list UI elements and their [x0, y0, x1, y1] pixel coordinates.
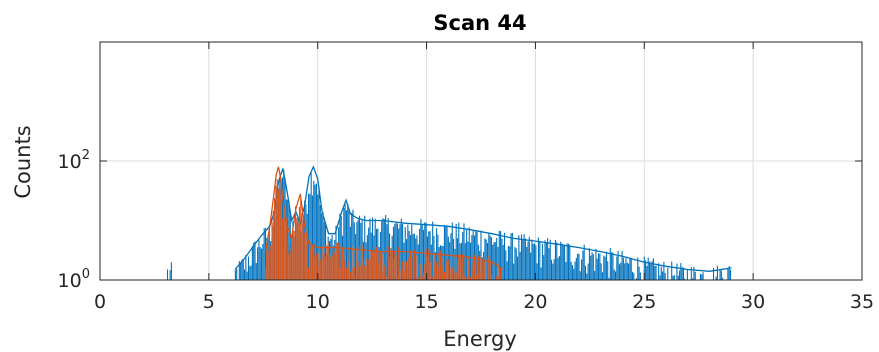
x-tick-label: 15	[414, 291, 438, 313]
x-tick-label: 25	[632, 291, 656, 313]
x-tick-label: 20	[523, 291, 547, 313]
series-2-envelope	[264, 166, 504, 271]
y-axis-label: Counts	[11, 125, 35, 198]
chart-title: Scan 44	[433, 11, 526, 35]
series-2	[264, 166, 504, 280]
y-tick-label: 102	[58, 148, 90, 173]
x-axis-label: Energy	[443, 327, 517, 351]
y-tick-labels: 100 102	[58, 148, 90, 292]
x-tick-label: 5	[203, 291, 215, 313]
x-tick-label: 10	[306, 291, 330, 313]
series-1-envelope	[234, 165, 732, 272]
y-tick-label: 100	[58, 267, 90, 292]
grid	[100, 42, 862, 280]
x-tick-label: 0	[94, 291, 106, 313]
series-layer	[166, 165, 732, 280]
x-tick-label: 35	[850, 291, 874, 313]
x-tick-labels: 0 5 10 15 20 25 30 35	[94, 291, 874, 313]
x-tick-label: 30	[741, 291, 765, 313]
axes	[99, 41, 863, 281]
